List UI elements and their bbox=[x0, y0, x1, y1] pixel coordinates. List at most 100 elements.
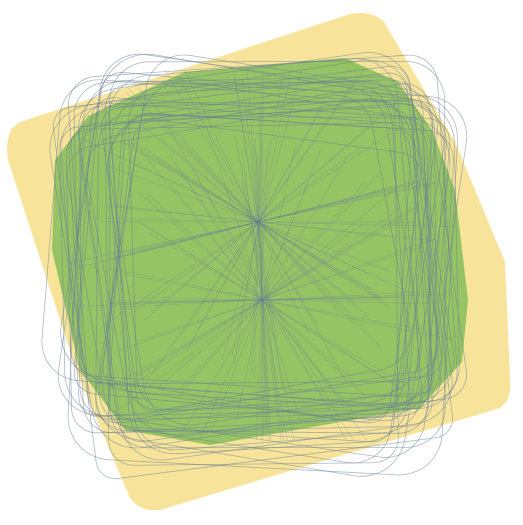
trajectory-segment bbox=[255, 145, 268, 441]
trajectory-segment bbox=[241, 150, 282, 441]
trajectory-segment bbox=[143, 93, 407, 321]
trajectory-segment bbox=[244, 172, 284, 441]
trajectory-segment bbox=[123, 291, 433, 308]
trajectory-segment bbox=[140, 298, 384, 302]
trajectory-loop bbox=[109, 60, 446, 449]
trajectory-segment bbox=[139, 181, 415, 254]
trajectory-segment bbox=[88, 217, 457, 227]
trajectory-segment bbox=[206, 127, 301, 421]
trajectory-segment bbox=[257, 153, 267, 430]
trajectory-segment bbox=[234, 78, 278, 343]
trajectory-segment bbox=[179, 74, 359, 337]
trajectory-segment bbox=[149, 233, 415, 391]
trajectory-loop bbox=[73, 72, 434, 422]
trajectory-segment bbox=[151, 126, 371, 313]
trajectory-segment bbox=[232, 69, 292, 356]
trajectory-segment bbox=[158, 188, 395, 387]
trajectory-segment bbox=[146, 192, 366, 396]
trajectory-segment bbox=[104, 205, 440, 242]
trajectory-segment bbox=[250, 96, 264, 374]
trajectory-segment bbox=[129, 184, 413, 253]
trajectory-loop bbox=[52, 65, 454, 480]
trajectory-segment bbox=[121, 273, 423, 330]
trajectory-segment bbox=[233, 78, 283, 369]
trajectory-loop bbox=[108, 112, 411, 443]
trajectory-segment bbox=[170, 157, 367, 441]
trajectory-segment bbox=[241, 179, 288, 441]
trajectory-segment bbox=[125, 91, 366, 329]
trajectory-loop bbox=[107, 98, 434, 435]
trajectory-segment bbox=[144, 224, 399, 388]
trajectory-segment bbox=[103, 266, 454, 340]
trajectory-segment bbox=[178, 182, 365, 396]
trajectory-segment bbox=[236, 147, 296, 418]
trajectory-segment bbox=[254, 137, 270, 441]
trajectory-segment bbox=[167, 127, 354, 441]
trajectory-loop bbox=[67, 80, 458, 476]
trajectory-segment bbox=[100, 124, 404, 328]
trajectory-segment bbox=[133, 163, 410, 293]
trajectory-segment bbox=[179, 173, 380, 389]
trajectory-segment bbox=[222, 69, 303, 360]
trajectory-segment bbox=[177, 76, 347, 384]
trajectory-segment bbox=[253, 143, 271, 441]
trajectory-segment bbox=[115, 181, 422, 258]
trajectory-loop bbox=[108, 85, 422, 426]
trajectory-segment bbox=[108, 165, 390, 272]
trajectory-loop bbox=[95, 114, 432, 434]
trajectory-segment bbox=[160, 138, 370, 318]
trajectory-segment bbox=[242, 78, 278, 401]
trajectory-loop bbox=[78, 52, 453, 461]
trajectory-segment bbox=[141, 125, 356, 304]
trajectory-segment bbox=[126, 140, 381, 299]
trajectory-segment bbox=[132, 205, 420, 378]
trajectory-segment bbox=[137, 220, 406, 392]
trajectory-segment bbox=[135, 207, 403, 384]
trajectory-segment bbox=[177, 164, 330, 409]
trajectory-segment bbox=[108, 296, 401, 304]
trajectory-segment bbox=[233, 69, 283, 386]
trajectory-loop bbox=[79, 83, 467, 442]
trajectory-loop bbox=[128, 79, 432, 411]
trajectory-segment bbox=[255, 151, 268, 425]
trajectory-segment bbox=[155, 112, 357, 328]
trajectory-segment bbox=[211, 149, 321, 431]
trajectory-loop bbox=[75, 97, 450, 398]
inner-hull bbox=[52, 58, 468, 445]
trajectory-segment bbox=[171, 184, 344, 404]
trajectory-segment bbox=[112, 222, 364, 414]
trajectory-segment bbox=[83, 139, 369, 275]
trajectory-segment bbox=[198, 112, 319, 330]
trajectory-segment bbox=[144, 69, 365, 385]
trajectory-segment bbox=[138, 202, 421, 376]
trajectory-segment bbox=[177, 157, 347, 441]
trajectory-segment bbox=[184, 69, 309, 333]
trajectory-segment bbox=[234, 135, 295, 441]
trajectory-segment bbox=[117, 238, 436, 352]
trajectory-segment bbox=[261, 139, 263, 441]
trajectory-segment bbox=[115, 205, 392, 238]
trajectory-segment bbox=[101, 174, 444, 263]
trajectory-segment bbox=[139, 149, 357, 417]
trajectory-segment bbox=[253, 69, 263, 378]
trajectory-lines bbox=[41, 52, 468, 480]
trajectory-segment bbox=[259, 104, 264, 440]
trajectory-segment bbox=[138, 192, 356, 382]
trajectory-segment bbox=[74, 190, 383, 269]
trajectory-segment bbox=[199, 183, 309, 441]
trajectory-segment bbox=[150, 154, 384, 302]
trajectory-loop bbox=[68, 54, 458, 423]
trajectory-segment bbox=[134, 296, 432, 305]
trajectory-loop bbox=[108, 58, 423, 451]
trajectory-segment bbox=[164, 69, 319, 327]
trajectory-loop bbox=[86, 95, 411, 411]
trajectory-segment bbox=[137, 87, 340, 313]
trajectory-segment bbox=[191, 168, 347, 441]
trajectory-segment bbox=[186, 104, 324, 352]
trajectory-segment bbox=[247, 69, 270, 400]
trajectory-segment bbox=[126, 86, 383, 351]
trajectory-segment bbox=[137, 246, 422, 342]
trajectory-segment bbox=[81, 293, 450, 307]
